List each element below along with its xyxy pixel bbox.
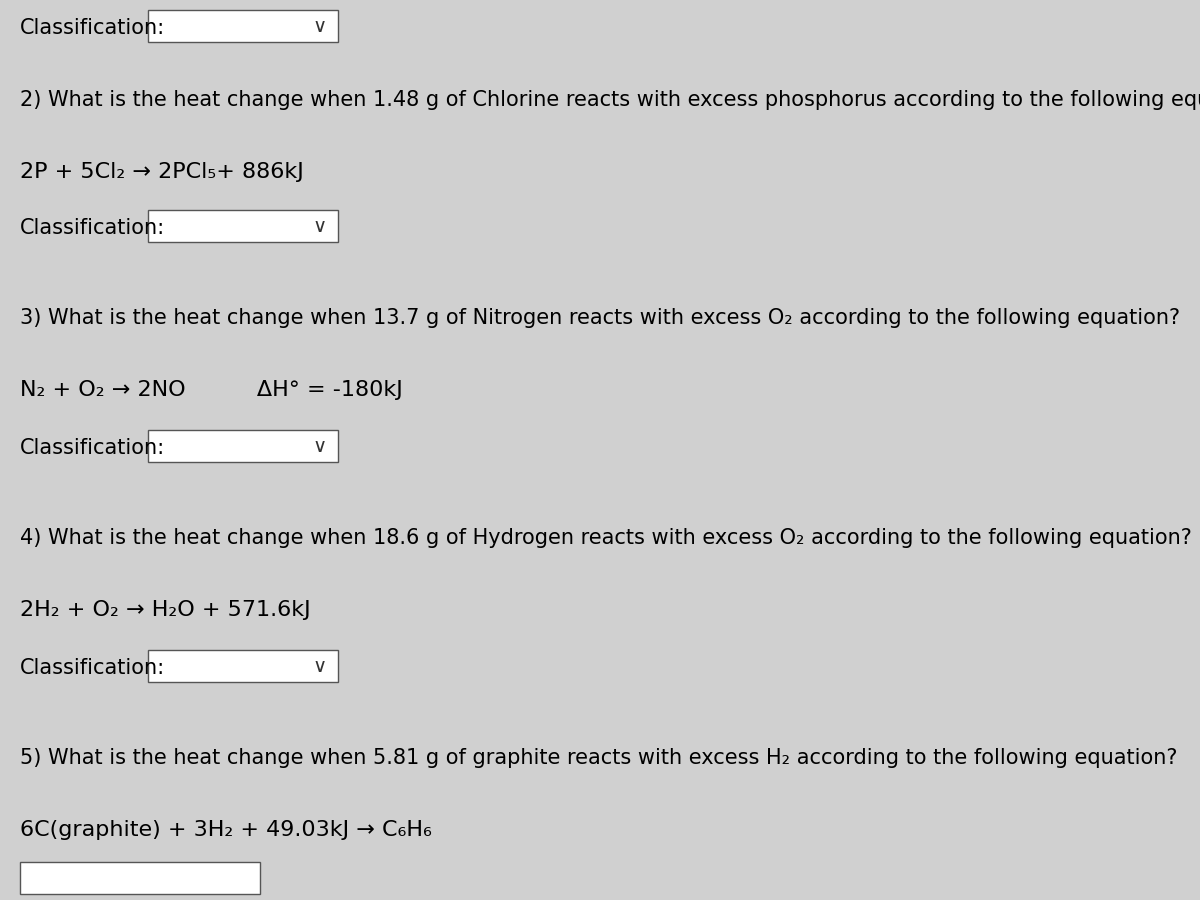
Text: Classification:: Classification: [20, 18, 166, 38]
FancyBboxPatch shape [148, 210, 338, 242]
Text: 2P + 5Cl₂ → 2PCl₅+ 886kJ: 2P + 5Cl₂ → 2PCl₅+ 886kJ [20, 162, 304, 182]
Text: Classification:: Classification: [20, 438, 166, 458]
Text: 4) What is the heat change when 18.6 g of Hydrogen reacts with excess O₂ accordi: 4) What is the heat change when 18.6 g o… [20, 528, 1192, 548]
FancyBboxPatch shape [148, 430, 338, 462]
Text: ∨: ∨ [313, 16, 328, 35]
Text: ∨: ∨ [313, 436, 328, 455]
Text: ∨: ∨ [313, 217, 328, 236]
Text: ∨: ∨ [313, 656, 328, 676]
Text: Classification:: Classification: [20, 658, 166, 678]
Text: Classification:: Classification: [20, 218, 166, 238]
FancyBboxPatch shape [20, 862, 260, 894]
Text: 2H₂ + O₂ → H₂O + 571.6kJ: 2H₂ + O₂ → H₂O + 571.6kJ [20, 600, 311, 620]
FancyBboxPatch shape [148, 10, 338, 42]
Text: 5) What is the heat change when 5.81 g of graphite reacts with excess H₂ accordi: 5) What is the heat change when 5.81 g o… [20, 748, 1177, 768]
Text: 2) What is the heat change when 1.48 g of Chlorine reacts with excess phosphorus: 2) What is the heat change when 1.48 g o… [20, 90, 1200, 110]
Text: 6C(graphite) + 3H₂ + 49.03kJ → C₆H₆: 6C(graphite) + 3H₂ + 49.03kJ → C₆H₆ [20, 820, 432, 840]
Text: N₂ + O₂ → 2NO          ΔH° = -180kJ: N₂ + O₂ → 2NO ΔH° = -180kJ [20, 380, 403, 400]
Text: 3) What is the heat change when 13.7 g of Nitrogen reacts with excess O₂ accordi: 3) What is the heat change when 13.7 g o… [20, 308, 1180, 328]
FancyBboxPatch shape [148, 650, 338, 682]
